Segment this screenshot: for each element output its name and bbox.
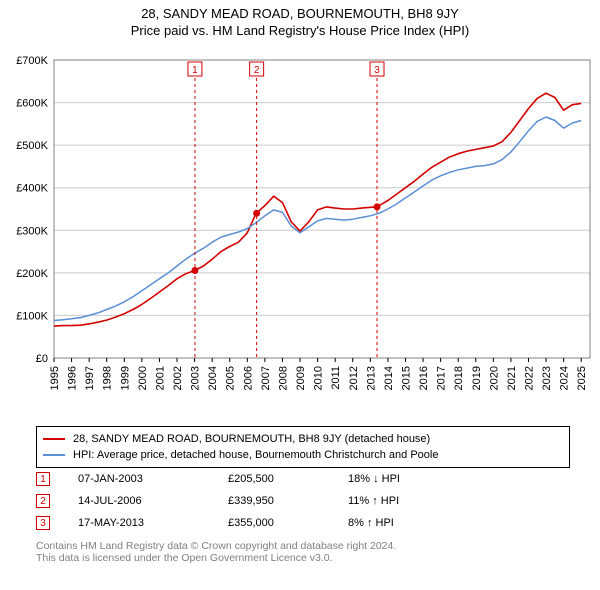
event-num: 2 bbox=[40, 496, 46, 507]
svg-text:£300K: £300K bbox=[16, 225, 48, 237]
svg-text:2009: 2009 bbox=[295, 366, 307, 390]
svg-text:2008: 2008 bbox=[277, 366, 289, 390]
svg-text:2001: 2001 bbox=[154, 366, 166, 390]
svg-text:1998: 1998 bbox=[102, 366, 114, 390]
svg-text:£500K: £500K bbox=[16, 140, 48, 152]
svg-text:2002: 2002 bbox=[172, 366, 184, 390]
svg-text:3: 3 bbox=[374, 65, 380, 76]
event-marker-icon: 3 bbox=[36, 516, 50, 530]
legend-label: 28, SANDY MEAD ROAD, BOURNEMOUTH, BH8 9J… bbox=[73, 433, 430, 445]
svg-text:2003: 2003 bbox=[190, 366, 202, 390]
svg-text:2015: 2015 bbox=[400, 366, 412, 390]
legend: 28, SANDY MEAD ROAD, BOURNEMOUTH, BH8 9J… bbox=[36, 426, 570, 468]
event-num: 1 bbox=[40, 474, 46, 485]
svg-text:2012: 2012 bbox=[348, 366, 360, 390]
svg-text:£100K: £100K bbox=[16, 310, 48, 322]
event-date: 14-JUL-2006 bbox=[78, 495, 228, 507]
attribution-line: Contains HM Land Registry data © Crown c… bbox=[36, 540, 570, 552]
svg-text:2: 2 bbox=[254, 65, 260, 76]
event-marker-icon: 2 bbox=[36, 494, 50, 508]
svg-text:1999: 1999 bbox=[119, 366, 131, 390]
svg-text:2004: 2004 bbox=[207, 366, 219, 390]
event-price: £205,500 bbox=[228, 473, 348, 485]
event-pct: 8% ↑ HPI bbox=[348, 517, 468, 529]
svg-text:2014: 2014 bbox=[383, 366, 395, 390]
svg-text:2013: 2013 bbox=[365, 366, 377, 390]
svg-text:2023: 2023 bbox=[541, 366, 553, 390]
event-pct: 18% ↓ HPI bbox=[348, 473, 468, 485]
event-row: 1 07-JAN-2003 £205,500 18% ↓ HPI bbox=[36, 468, 570, 490]
svg-text:£600K: £600K bbox=[16, 98, 48, 110]
svg-text:2022: 2022 bbox=[523, 366, 535, 390]
event-num: 3 bbox=[40, 518, 46, 529]
event-date: 17-MAY-2013 bbox=[78, 517, 228, 529]
svg-text:2024: 2024 bbox=[559, 366, 571, 390]
legend-swatch bbox=[43, 454, 65, 456]
legend-item: 28, SANDY MEAD ROAD, BOURNEMOUTH, BH8 9J… bbox=[43, 431, 563, 447]
svg-text:2005: 2005 bbox=[225, 366, 237, 390]
svg-text:£700K: £700K bbox=[16, 55, 48, 67]
svg-text:2011: 2011 bbox=[330, 366, 342, 390]
event-price: £355,000 bbox=[228, 517, 348, 529]
svg-text:2021: 2021 bbox=[506, 366, 518, 390]
svg-text:2006: 2006 bbox=[242, 366, 254, 390]
svg-text:2019: 2019 bbox=[471, 366, 483, 390]
svg-text:2010: 2010 bbox=[313, 366, 325, 390]
svg-text:2017: 2017 bbox=[436, 366, 448, 390]
svg-text:2020: 2020 bbox=[488, 366, 500, 390]
svg-text:1996: 1996 bbox=[67, 366, 79, 390]
svg-text:1: 1 bbox=[192, 65, 198, 76]
event-row: 3 17-MAY-2013 £355,000 8% ↑ HPI bbox=[36, 512, 570, 534]
svg-text:2000: 2000 bbox=[137, 366, 149, 390]
svg-text:£0: £0 bbox=[36, 353, 48, 365]
attribution-line: This data is licensed under the Open Gov… bbox=[36, 552, 570, 564]
svg-text:1995: 1995 bbox=[49, 366, 61, 390]
legend-label: HPI: Average price, detached house, Bour… bbox=[73, 449, 438, 461]
svg-text:1997: 1997 bbox=[84, 366, 96, 390]
svg-text:2018: 2018 bbox=[453, 366, 465, 390]
event-date: 07-JAN-2003 bbox=[78, 473, 228, 485]
svg-text:£400K: £400K bbox=[16, 183, 48, 195]
title-line-1: 28, SANDY MEAD ROAD, BOURNEMOUTH, BH8 9J… bbox=[0, 6, 600, 21]
event-pct: 11% ↑ HPI bbox=[348, 495, 468, 507]
event-marker-icon: 1 bbox=[36, 472, 50, 486]
svg-text:2016: 2016 bbox=[418, 366, 430, 390]
events-table: 1 07-JAN-2003 £205,500 18% ↓ HPI 2 14-JU… bbox=[36, 468, 570, 534]
attribution: Contains HM Land Registry data © Crown c… bbox=[36, 540, 570, 564]
svg-text:2007: 2007 bbox=[260, 366, 272, 390]
legend-item: HPI: Average price, detached house, Bour… bbox=[43, 447, 563, 463]
chart-area: £0 £100K £200K £300K £400K £500K £600K £700K 199… bbox=[0, 48, 600, 418]
event-price: £339,950 bbox=[228, 495, 348, 507]
chart-svg: £0 £100K £200K £300K £400K £500K £600K £700K 199… bbox=[0, 48, 600, 418]
legend-swatch bbox=[43, 438, 65, 440]
title-line-2: Price paid vs. HM Land Registry's House … bbox=[0, 23, 600, 38]
event-row: 2 14-JUL-2006 £339,950 11% ↑ HPI bbox=[36, 490, 570, 512]
svg-text:2025: 2025 bbox=[576, 366, 588, 390]
svg-text:£200K: £200K bbox=[16, 268, 48, 280]
